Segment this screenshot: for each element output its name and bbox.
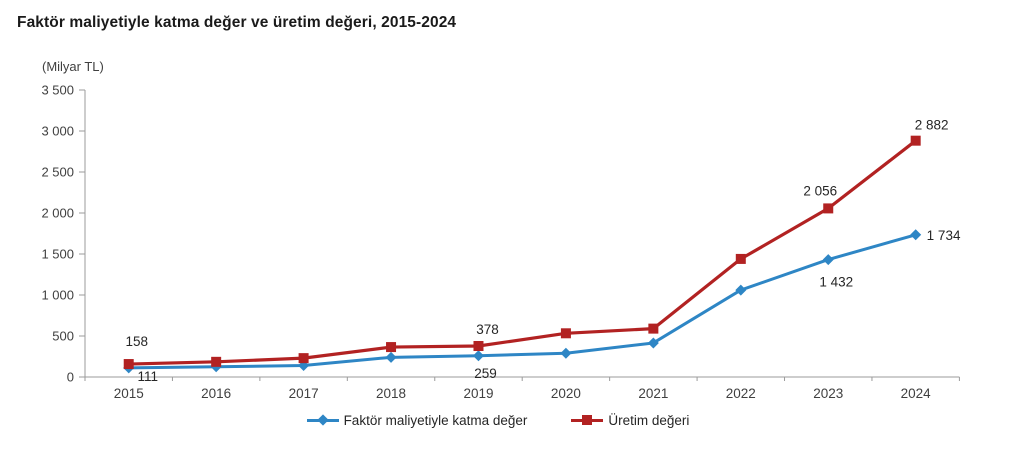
y-axis-tick-label: 3 000 (41, 124, 74, 139)
data-point-label: 1 734 (927, 228, 961, 243)
data-point-label: 2 056 (803, 183, 837, 198)
y-axis-tick-label: 0 (67, 370, 74, 385)
y-axis-tick-label: 3 500 (41, 83, 74, 98)
data-point-marker-square (823, 203, 834, 214)
x-axis-tick-label: 2023 (813, 386, 843, 401)
data-point-marker-square (910, 135, 921, 146)
data-point-marker-diamond (472, 350, 484, 362)
legend-item-uretim-degeri: Üretim değeri (571, 413, 689, 428)
legend: Faktör maliyetiyle katma değer Üretim de… (0, 413, 1010, 428)
data-point-marker-diamond (560, 347, 572, 359)
x-axis-tick-label: 2021 (638, 386, 668, 401)
data-point-marker-diamond (735, 284, 747, 296)
legend-diamond-marker-icon (306, 414, 339, 426)
data-point-label: 158 (125, 334, 148, 349)
x-axis-tick-label: 2016 (201, 386, 231, 401)
y-axis-tick-label: 500 (52, 329, 74, 344)
x-axis-tick-label: 2015 (114, 386, 144, 401)
y-axis-tick-label: 2 500 (41, 165, 74, 180)
data-point-label: 2 882 (915, 118, 949, 133)
x-axis-tick-label: 2017 (289, 386, 319, 401)
y-axis-unit-label: (Milyar TL) (42, 59, 104, 74)
x-axis-tick-label: 2024 (901, 386, 932, 401)
data-point-marker-diamond (910, 229, 922, 241)
x-axis-tick-label: 2019 (463, 386, 493, 401)
data-point-marker-square (211, 356, 222, 367)
legend-item-katma-deger: Faktör maliyetiyle katma değer (306, 413, 528, 428)
data-point-marker-diamond (647, 337, 659, 349)
data-point-marker-diamond (385, 351, 397, 363)
data-point-marker-square (298, 353, 309, 364)
data-point-label: 1 432 (819, 275, 853, 290)
series-line-katma-deger (127, 233, 918, 370)
data-point-marker-square (735, 253, 746, 264)
data-point-label: 111 (137, 369, 158, 384)
x-axis-tick-label: 2022 (726, 386, 756, 401)
x-axis-tick-label: 2020 (551, 386, 581, 401)
series-line-uretim-degeri (127, 139, 918, 366)
data-point-marker-square (473, 341, 484, 352)
data-point-marker-square (648, 323, 659, 334)
data-point-marker-square (386, 342, 397, 353)
x-axis-tick-label: 2018 (376, 386, 406, 401)
data-point-label: 259 (474, 366, 497, 381)
legend-label-katma-deger: Faktör maliyetiyle katma değer (343, 413, 528, 428)
data-point-marker-diamond (822, 254, 834, 266)
y-axis-tick-label: 1 500 (41, 247, 74, 262)
data-point-label: 378 (476, 322, 499, 337)
data-point-marker-square (560, 328, 571, 339)
chart-title: Faktör maliyetiyle katma değer ve üretim… (17, 14, 457, 31)
data-point-marker-square (123, 359, 134, 370)
legend-label-uretim-degeri: Üretim değeri (608, 413, 690, 428)
y-axis-tick-label: 2 000 (41, 206, 74, 221)
y-axis-tick-label: 1 000 (41, 288, 74, 303)
legend-square-marker-icon (571, 415, 604, 426)
